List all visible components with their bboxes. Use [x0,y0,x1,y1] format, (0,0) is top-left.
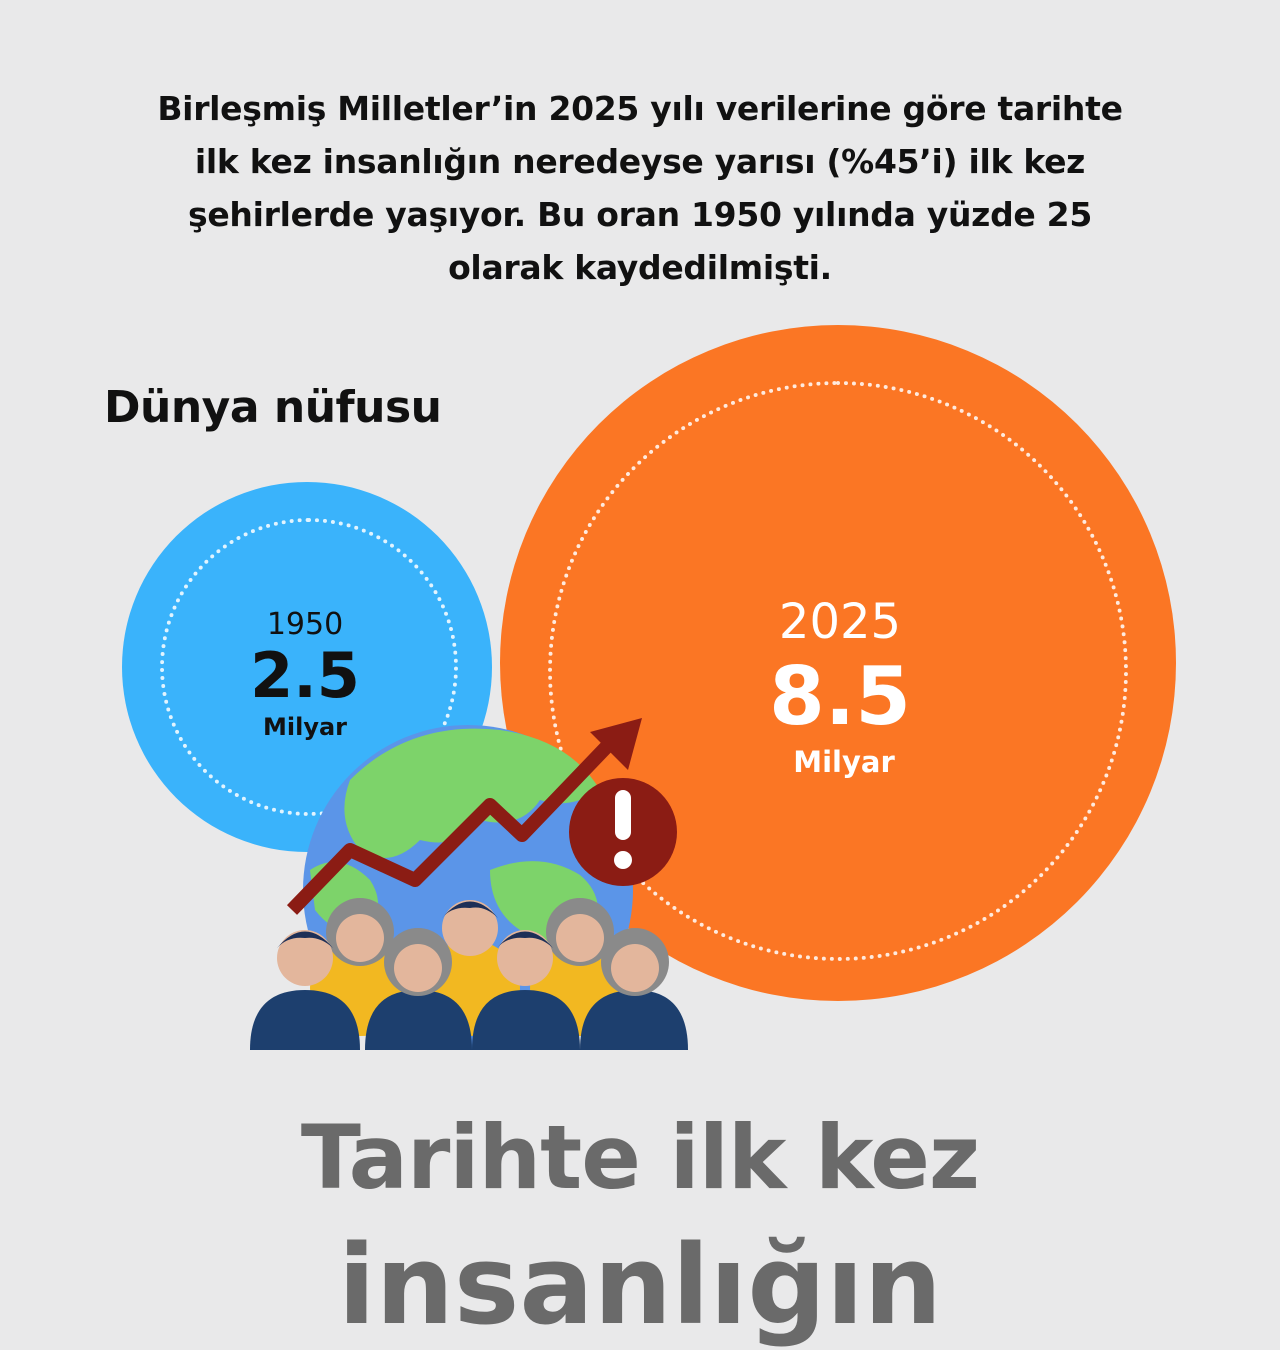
year-label: 1950 [266,607,344,642]
intro-line: olarak kaydedilmişti. [448,248,832,287]
intro-line: ilk kez insanlığın neredeyse yarısı (%45… [194,142,1086,181]
dotted-ring [548,381,1128,961]
population-growth-illustration [250,718,688,1050]
people-group-icon [250,898,688,1050]
headline-line1: Tarihte ilk kez [300,1106,980,1209]
population-unit: Milyar [793,745,895,779]
population-1950: 1950 2.5 Milyar [205,605,405,747]
intro-paragraph: Birleşmiş Milletler’in 2025 yılı veriler… [110,82,1170,294]
population-value: 2.5 [250,639,360,712]
population-2025: 2025 8.5 Milyar [740,592,940,782]
population-value: 8.5 [769,650,911,743]
alert-icon [569,778,677,886]
intro-line: Birleşmiş Milletler’in 2025 yılı veriler… [157,89,1123,128]
intro-line: şehirlerde yaşıyor. Bu oran 1950 yılında… [188,195,1092,234]
dotted-ring [160,518,458,816]
population-unit: Milyar [262,713,347,741]
headline-line2: insanlığın [337,1221,943,1349]
section-title: Dünya nüfusu [104,382,442,433]
trend-arrow-icon [286,718,642,915]
year-label: 2025 [778,594,902,650]
